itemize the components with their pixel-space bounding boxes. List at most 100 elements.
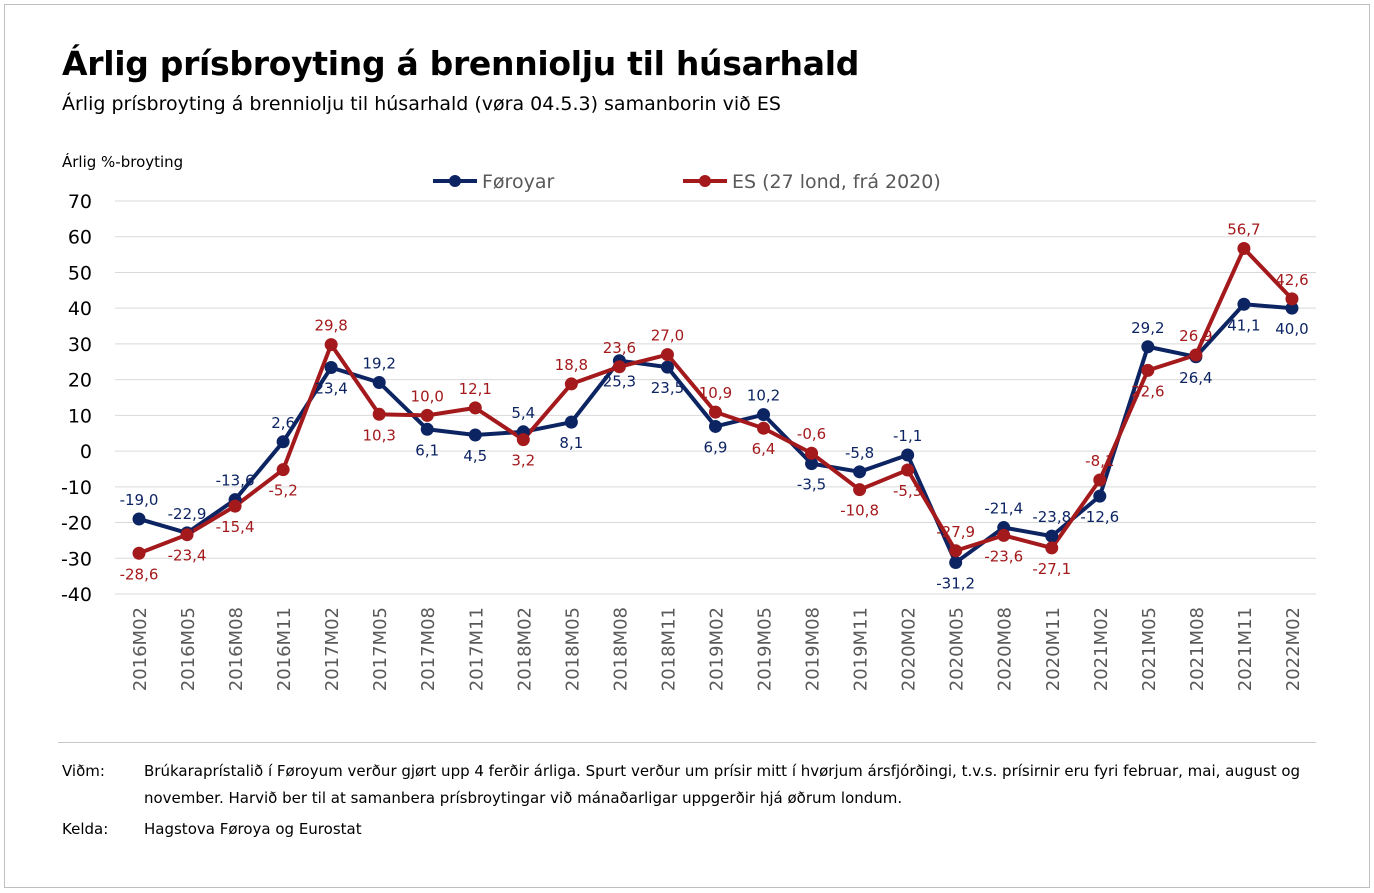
data-label: -5,8 — [845, 444, 874, 462]
x-tick-label: 2021M11 — [1235, 607, 1256, 691]
chart-frame — [4, 4, 1370, 888]
data-point — [324, 360, 338, 374]
x-tick-label: 2022M02 — [1283, 607, 1304, 691]
x-tick-label: 2019M08 — [803, 607, 824, 691]
data-point — [853, 483, 867, 497]
x-tick-label: 2018M11 — [658, 607, 679, 691]
data-point — [180, 528, 194, 542]
data-point — [660, 348, 674, 362]
y-axis-label: Árlig %-broyting — [62, 153, 184, 171]
x-tick-label: 2019M05 — [755, 607, 776, 691]
y-tick-label: 10 — [68, 405, 92, 427]
data-label: 26,9 — [1179, 327, 1212, 345]
x-tick-label: 2021M02 — [1091, 607, 1112, 691]
data-label: -1,1 — [893, 427, 922, 445]
data-point — [1237, 297, 1251, 311]
data-label: 23,6 — [603, 339, 636, 357]
data-label: 23,5 — [651, 379, 684, 397]
data-label: -31,2 — [936, 575, 975, 593]
data-point — [949, 544, 963, 558]
legend-marker-1 — [699, 175, 711, 187]
data-point — [276, 463, 290, 477]
data-label: 5,4 — [511, 404, 535, 422]
data-point — [372, 375, 386, 389]
data-label: 29,2 — [1131, 319, 1164, 337]
y-tick-label: 0 — [80, 441, 92, 463]
x-tick-label: 2019M11 — [851, 607, 872, 691]
data-label: -13,6 — [216, 472, 255, 490]
data-label: -5,3 — [893, 482, 922, 500]
x-tick-label: 2018M02 — [514, 607, 535, 691]
data-label: 12,1 — [459, 380, 492, 398]
data-label: -10,8 — [840, 502, 879, 520]
data-point — [1237, 242, 1251, 256]
data-label: 26,4 — [1179, 369, 1212, 387]
chart-title: Árlig prísbroyting á brenniolju til húsa… — [62, 44, 860, 83]
x-tick-label: 2017M05 — [370, 607, 391, 691]
data-point — [660, 360, 674, 374]
data-label: -23,6 — [984, 547, 1023, 565]
data-label: 4,5 — [463, 447, 487, 465]
data-point — [997, 528, 1011, 542]
data-label: -21,4 — [984, 500, 1023, 518]
x-tick-label: 2017M02 — [322, 607, 343, 691]
data-label: 8,1 — [559, 434, 583, 452]
data-point — [612, 360, 626, 374]
data-label: -5,2 — [268, 482, 297, 500]
data-point — [132, 512, 146, 526]
legend-label: Føroyar — [482, 171, 554, 193]
y-tick-label: -30 — [61, 548, 92, 570]
x-tick-label: 2020M08 — [995, 607, 1016, 691]
data-label: 41,1 — [1227, 316, 1260, 334]
x-tick-label: 2016M02 — [130, 607, 151, 691]
data-point — [1093, 473, 1107, 487]
data-point — [468, 428, 482, 442]
legend-label: ES (27 lond, frá 2020) — [732, 171, 941, 193]
data-point — [1189, 348, 1203, 362]
data-label: 56,7 — [1227, 221, 1260, 239]
data-label: 10,2 — [747, 387, 780, 405]
data-point — [564, 377, 578, 391]
x-tick-label: 2020M02 — [899, 607, 920, 691]
data-label: -27,1 — [1032, 560, 1071, 578]
data-point — [757, 421, 771, 435]
data-point — [949, 556, 963, 570]
data-point — [901, 448, 915, 462]
data-label: 29,8 — [314, 317, 347, 335]
chart-subtitle: Árlig prísbroyting á brenniolju til húsa… — [62, 93, 781, 115]
x-tick-label: 2016M11 — [274, 607, 295, 691]
data-label: 23,4 — [314, 379, 347, 397]
data-label: 18,8 — [555, 356, 588, 374]
data-point — [132, 546, 146, 560]
data-label: 2,6 — [271, 414, 295, 432]
data-point — [1093, 489, 1107, 503]
data-point — [468, 401, 482, 415]
note-text: Brúkaraprístalið í Føroyum verður gjørt … — [144, 762, 1301, 807]
data-label: -15,4 — [216, 518, 255, 536]
data-label: 6,4 — [752, 440, 776, 458]
y-tick-label: -40 — [61, 584, 92, 606]
data-point — [1285, 292, 1299, 306]
data-label: -12,6 — [1080, 508, 1119, 526]
data-label: 19,2 — [362, 354, 395, 372]
data-label: 6,1 — [415, 441, 439, 459]
data-label: 42,6 — [1275, 271, 1308, 289]
data-point — [853, 465, 867, 479]
data-label: -27,9 — [936, 523, 975, 541]
x-tick-label: 2016M05 — [178, 607, 199, 691]
x-tick-label: 2018M05 — [562, 607, 583, 691]
data-label: 10,3 — [362, 426, 395, 444]
data-label: 10,9 — [699, 384, 732, 402]
data-point — [372, 407, 386, 421]
y-tick-label: 30 — [68, 334, 92, 356]
y-tick-label: 60 — [68, 227, 92, 249]
data-point — [708, 419, 722, 433]
x-tick-label: 2020M05 — [947, 607, 968, 691]
data-label: 6,9 — [704, 438, 728, 456]
data-label: -23,8 — [1032, 508, 1071, 526]
y-tick-label: 20 — [68, 370, 92, 392]
data-label: -3,5 — [797, 476, 826, 494]
notes-divider — [58, 742, 1316, 743]
data-label: 40,0 — [1275, 320, 1308, 338]
x-tick-label: 2017M08 — [418, 607, 439, 691]
